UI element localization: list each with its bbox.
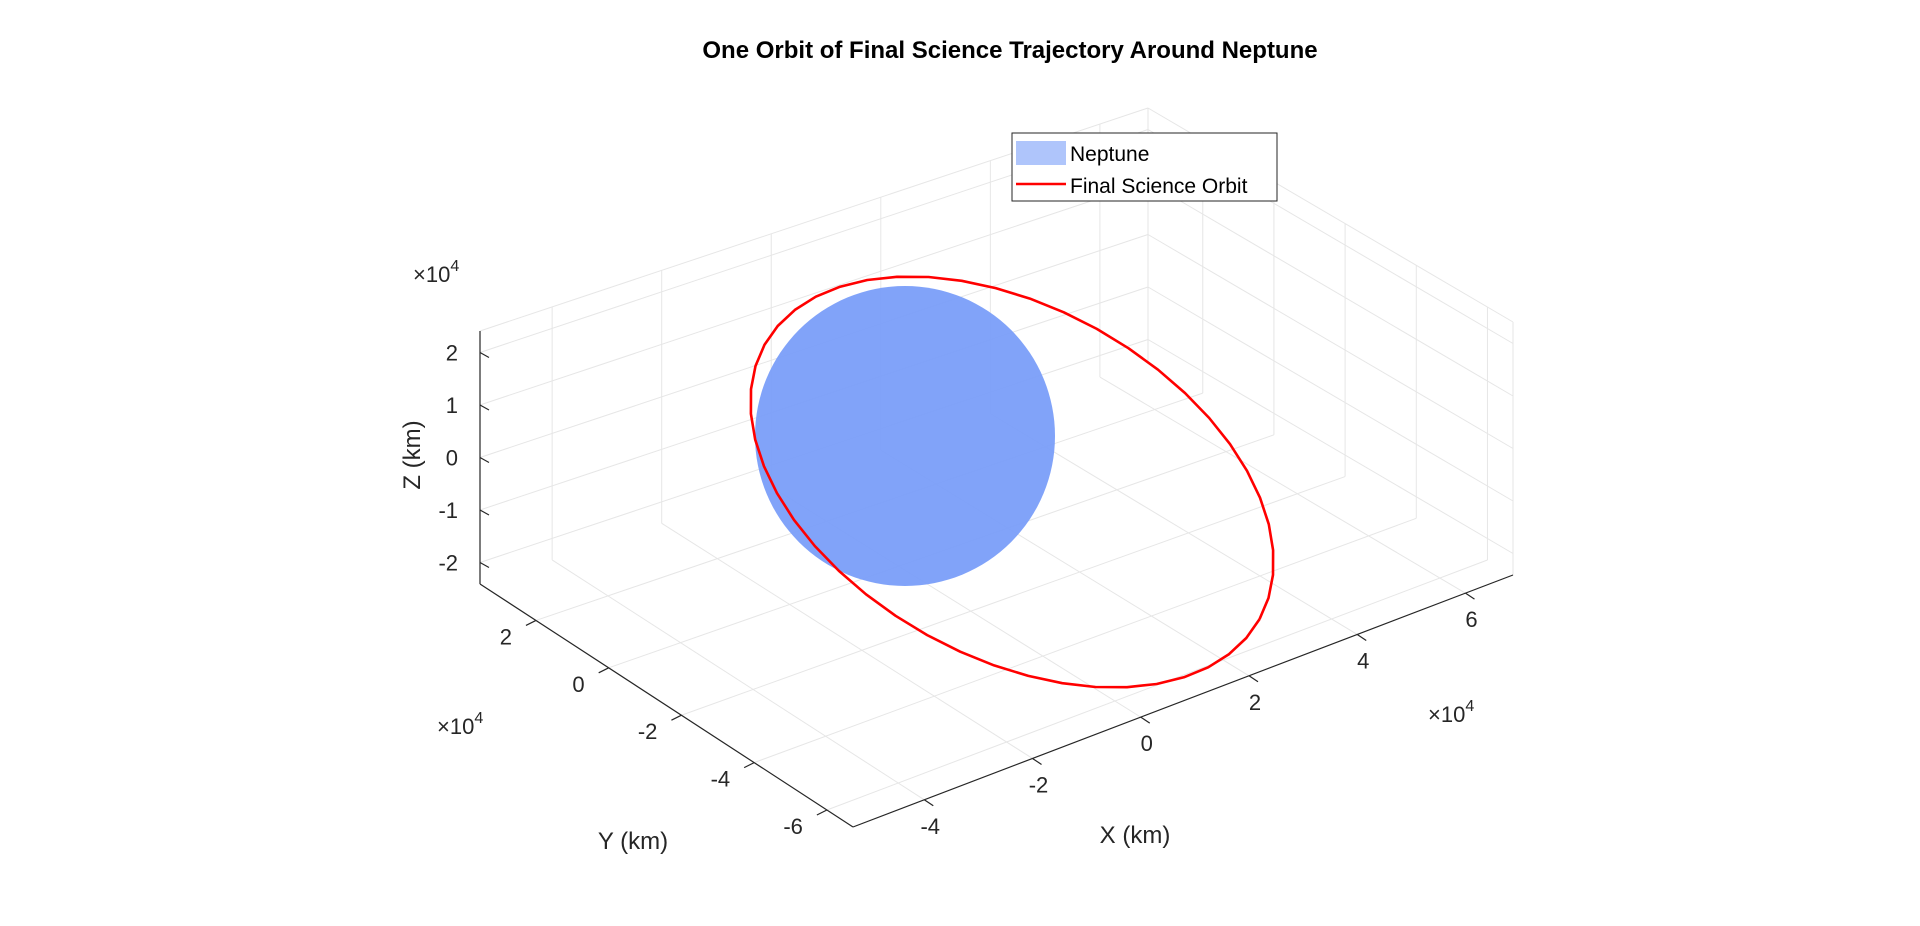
z-tick-mark-1 xyxy=(479,509,490,516)
grid-line-z-right-3 xyxy=(1147,181,1514,397)
z-multiplier-exp: 4 xyxy=(450,258,459,275)
y-tick-label-1: -4 xyxy=(711,767,731,792)
y-axis-line xyxy=(479,583,854,828)
svg-text:×104: ×104 xyxy=(413,258,459,287)
x-axis-label: X (km) xyxy=(1100,822,1171,849)
x-tick-mark-4 xyxy=(1356,633,1367,641)
y-tick-label-3: 0 xyxy=(572,672,584,697)
grid-line-y-floor-2 xyxy=(681,476,1346,716)
plot-data xyxy=(749,275,1275,689)
legend-neptune-label: Neptune xyxy=(1070,143,1149,166)
x-tick-label-2: 0 xyxy=(1141,731,1153,756)
y-tick-mark-2 xyxy=(671,714,682,721)
grid-line-x-floor-1 xyxy=(661,522,1033,759)
y-multiplier-base: ×10 xyxy=(437,714,474,739)
y-tick-mark-0 xyxy=(816,809,828,816)
x-tick-mark-3 xyxy=(1248,675,1259,683)
y-tick-label-2: -2 xyxy=(638,719,658,744)
grid-line-z-right-0 xyxy=(1147,339,1514,554)
z-tick-label-4: 2 xyxy=(446,341,458,366)
legend-orbit-label: Final Science Orbit xyxy=(1070,175,1248,198)
tick-labels: -4 -2 0 2 4 6 -6 -4 -2 0 2 -2 -1 0 1 2 xyxy=(438,341,1477,839)
svg-text:×104: ×104 xyxy=(1428,698,1474,727)
x-tick-label-1: -2 xyxy=(1029,772,1049,797)
orbit-path xyxy=(749,275,1275,689)
y-tick-label-0: -6 xyxy=(783,814,803,839)
x-tick-label-0: -4 xyxy=(920,814,940,839)
z-tick-label-2: 0 xyxy=(446,446,458,471)
z-tick-mark-2 xyxy=(479,456,490,464)
z-tick-label-1: -1 xyxy=(438,498,458,523)
svg-text:×104: ×104 xyxy=(437,710,483,739)
x-multiplier-exp: 4 xyxy=(1465,698,1474,715)
z-tick-label-0: -2 xyxy=(438,550,458,575)
x-tick-mark-5 xyxy=(1465,592,1475,600)
z-tick-mark-4 xyxy=(479,351,490,359)
neptune-sphere xyxy=(755,286,1055,586)
x-tick-mark-1 xyxy=(1032,757,1042,765)
legend-neptune-swatch xyxy=(1016,141,1066,165)
x-tick-label-4: 4 xyxy=(1357,648,1369,673)
x-tick-label-3: 2 xyxy=(1249,690,1261,715)
z-multiplier-base: ×10 xyxy=(413,262,450,287)
y-tick-mark-1 xyxy=(743,762,755,769)
y-multiplier: ×104 xyxy=(437,710,483,739)
z-tick-mark-0 xyxy=(479,561,490,569)
grid-line-x-floor-0 xyxy=(551,559,925,801)
x-tick-mark-0 xyxy=(923,799,934,807)
z-tick-label-3: 1 xyxy=(446,393,458,418)
y-axis-label: Y (km) xyxy=(598,828,668,855)
x-multiplier-base: ×10 xyxy=(1428,702,1465,727)
grid-line-z-right-2 xyxy=(1147,234,1514,449)
x-axis-line xyxy=(852,574,1514,828)
legend: Neptune Final Science Orbit xyxy=(1011,132,1278,202)
y-tick-label-4: 2 xyxy=(500,624,512,649)
y-multiplier-exp: 4 xyxy=(474,710,483,727)
z-multiplier: ×104 xyxy=(413,258,459,287)
x-tick-mark-2 xyxy=(1140,716,1151,724)
z-tick-mark-3 xyxy=(479,404,490,411)
grid-line-z-left-3 xyxy=(479,181,1149,406)
chart-title: One Orbit of Final Science Trajectory Ar… xyxy=(702,37,1317,64)
x-multiplier: ×104 xyxy=(1428,698,1474,727)
axis-lines xyxy=(479,331,1514,828)
grid-line-x-floor-5 xyxy=(1099,376,1466,594)
grid-line-y-floor-1 xyxy=(753,517,1417,764)
x-tick-label-5: 6 xyxy=(1465,607,1477,632)
z-axis-label: Z (km) xyxy=(399,420,426,489)
grid-line-z-right-1 xyxy=(1147,286,1514,502)
y-tick-mark-3 xyxy=(598,667,609,674)
y-tick-mark-4 xyxy=(525,619,537,626)
